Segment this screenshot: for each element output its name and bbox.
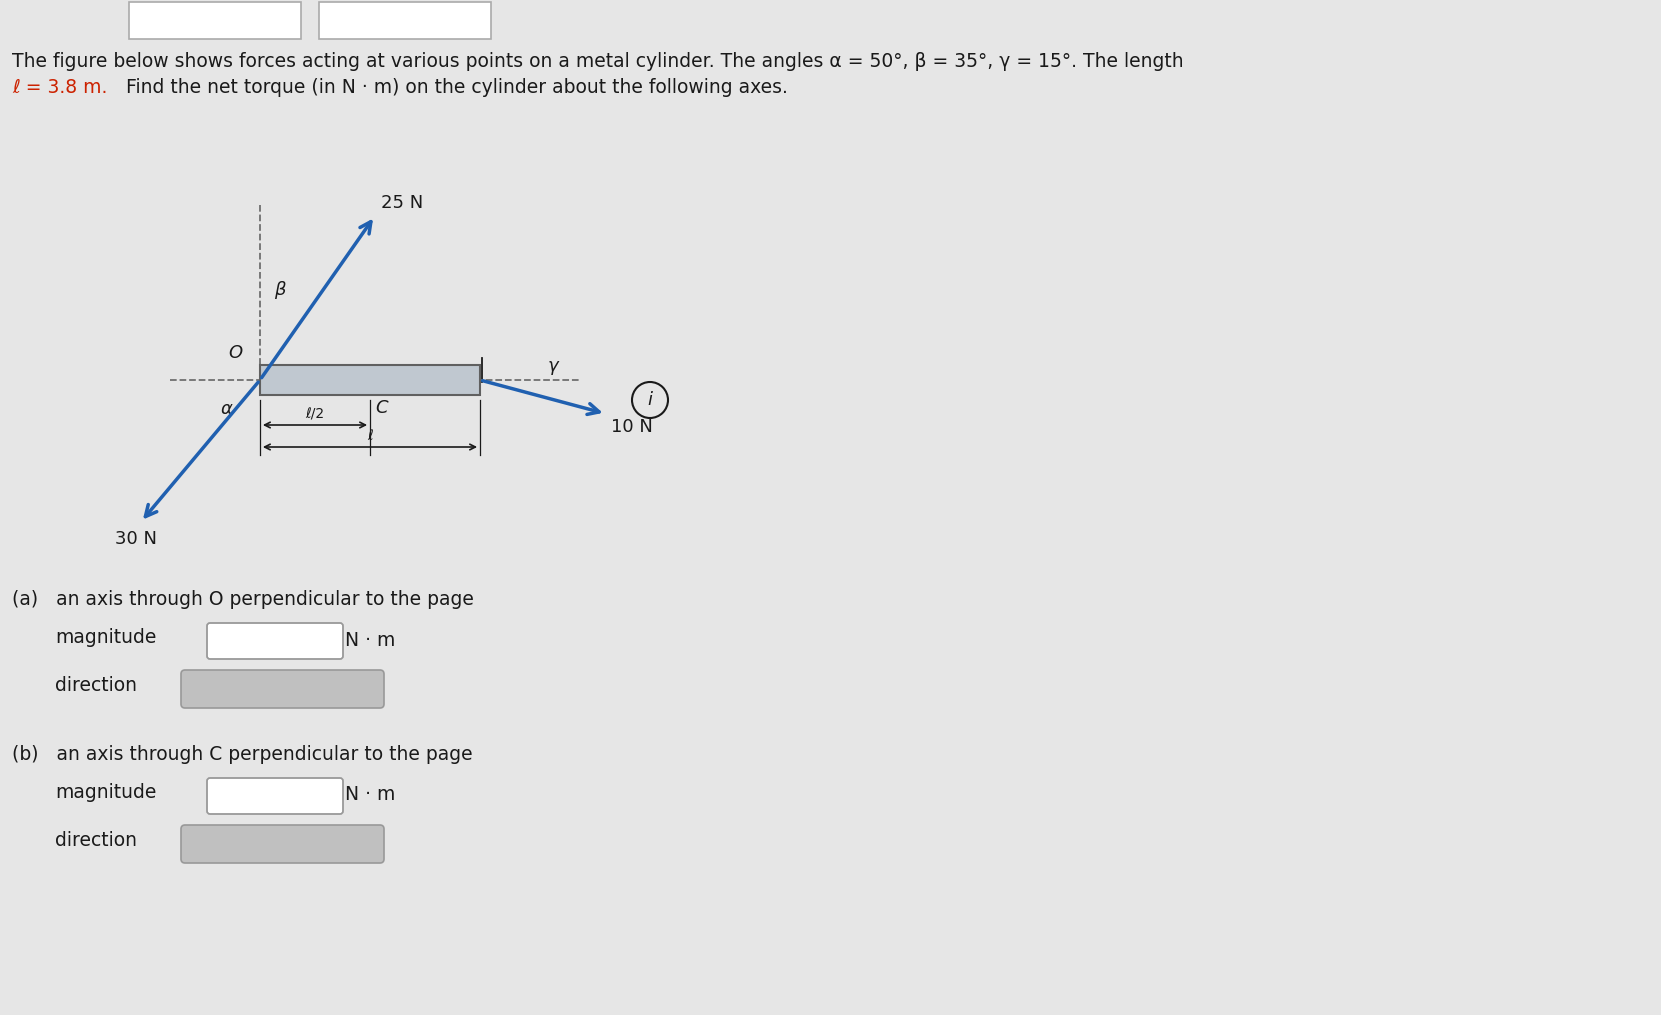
Text: (a)   an axis through O perpendicular to the page: (a) an axis through O perpendicular to t… [12,590,473,609]
Text: 25 N: 25 N [380,194,424,212]
FancyBboxPatch shape [181,670,384,708]
Text: magnitude: magnitude [55,628,156,647]
Text: magnitude: magnitude [55,783,156,802]
Bar [261,365,480,395]
Text: β: β [274,281,286,299]
Text: ℓ: ℓ [367,429,372,443]
FancyBboxPatch shape [181,825,384,863]
Text: 10 N: 10 N [611,417,653,435]
Text: C: C [375,399,387,417]
Text: The figure below shows forces acting at various points on a metal cylinder. The : The figure below shows forces acting at … [12,52,1184,71]
Text: ---Select---: ---Select--- [194,680,287,698]
Text: direction: direction [55,676,136,695]
Text: ℓ/2: ℓ/2 [306,407,324,421]
Text: (b)   an axis through C perpendicular to the page: (b) an axis through C perpendicular to t… [12,745,473,764]
Text: N · m: N · m [345,630,395,650]
FancyBboxPatch shape [319,2,492,39]
Text: γ: γ [548,357,558,375]
Text: 30 N: 30 N [115,530,158,548]
FancyBboxPatch shape [130,2,301,39]
Text: ▿: ▿ [362,682,369,695]
FancyBboxPatch shape [208,779,344,814]
Text: α: α [221,400,233,418]
Text: ℓ = 3.8 m.: ℓ = 3.8 m. [12,78,108,97]
Text: ▿: ▿ [362,837,369,851]
Text: Find the net torque (in N · m) on the cylinder about the following axes.: Find the net torque (in N · m) on the cy… [120,78,787,97]
Text: direction: direction [55,831,136,850]
Text: N · m: N · m [345,786,395,805]
Text: O: O [228,344,243,362]
Text: ---Select---: ---Select--- [194,835,287,853]
FancyBboxPatch shape [208,623,344,659]
Text: i: i [648,391,653,409]
